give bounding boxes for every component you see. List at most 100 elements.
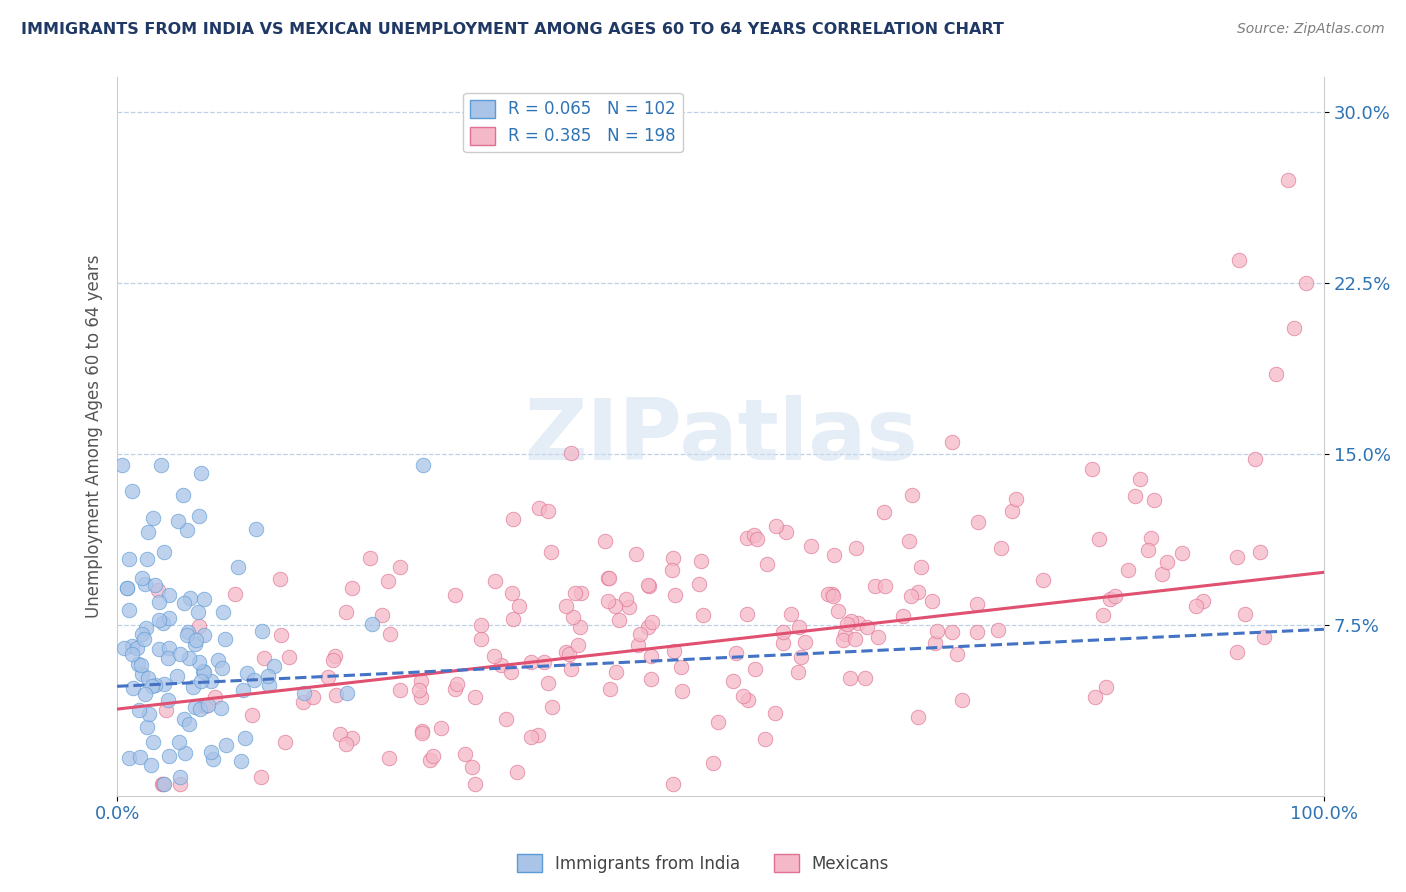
Point <box>520 655 543 669</box>
Point <box>529 501 551 516</box>
Point <box>335 737 357 751</box>
Point <box>240 707 263 722</box>
Point <box>207 652 229 666</box>
Point <box>143 678 166 692</box>
Point <box>966 598 988 612</box>
Point <box>143 578 166 592</box>
Point <box>637 578 659 592</box>
Point <box>671 684 693 698</box>
Point <box>598 571 620 585</box>
Point <box>323 649 346 664</box>
Point <box>131 667 153 681</box>
Point <box>927 624 949 638</box>
Point <box>921 594 943 608</box>
Point <box>340 581 363 595</box>
Point <box>150 777 173 791</box>
Point <box>721 674 744 689</box>
Point <box>839 614 862 628</box>
Point <box>1139 531 1161 545</box>
Point <box>742 527 765 541</box>
Point <box>252 624 274 638</box>
Point <box>821 587 844 601</box>
Point <box>537 504 560 518</box>
Point <box>508 599 530 614</box>
Point <box>121 647 143 661</box>
Point <box>800 539 823 553</box>
Point <box>233 731 256 745</box>
Point <box>118 552 141 566</box>
Point <box>772 636 794 650</box>
Point <box>838 671 860 685</box>
Text: Source: ZipAtlas.com: Source: ZipAtlas.com <box>1237 22 1385 37</box>
Point <box>946 647 969 661</box>
Point <box>735 607 758 622</box>
Point <box>1129 472 1152 486</box>
Point <box>1104 589 1126 603</box>
Point <box>725 646 748 660</box>
Point <box>115 581 138 595</box>
Point <box>900 590 922 604</box>
Legend: R = 0.065   N = 102, R = 0.385   N = 198: R = 0.065 N = 102, R = 0.385 N = 198 <box>464 93 683 152</box>
Point <box>661 564 683 578</box>
Point <box>853 671 876 685</box>
Point <box>191 664 214 678</box>
Point <box>823 548 845 562</box>
Point <box>627 638 650 652</box>
Point <box>229 754 252 768</box>
Point <box>1226 645 1249 659</box>
Point <box>1080 462 1102 476</box>
Point <box>134 687 156 701</box>
Point <box>669 660 692 674</box>
Point <box>787 619 810 633</box>
Point <box>169 777 191 791</box>
Point <box>202 751 225 765</box>
Point <box>603 599 626 613</box>
Point <box>157 611 180 625</box>
Point <box>617 600 640 615</box>
Point <box>1091 607 1114 622</box>
Point <box>1277 173 1299 187</box>
Point <box>662 777 685 791</box>
Point <box>278 650 301 665</box>
Point <box>200 673 222 688</box>
Point <box>564 586 586 600</box>
Point <box>141 758 163 772</box>
Point <box>359 550 381 565</box>
Text: IMMIGRANTS FROM INDIA VS MEXICAN UNEMPLOYMENT AMONG AGES 60 TO 64 YEARS CORRELAT: IMMIGRANTS FROM INDIA VS MEXICAN UNEMPLO… <box>21 22 1004 37</box>
Point <box>744 663 766 677</box>
Point <box>941 624 963 639</box>
Point <box>371 608 394 623</box>
Point <box>1152 566 1174 581</box>
Point <box>845 541 868 556</box>
Point <box>269 572 291 586</box>
Point <box>179 591 201 605</box>
Point <box>209 701 232 715</box>
Point <box>211 661 233 675</box>
Point <box>361 617 384 632</box>
Point <box>184 632 207 647</box>
Point <box>737 693 759 707</box>
Point <box>499 665 522 679</box>
Point <box>148 595 170 609</box>
Point <box>187 618 209 632</box>
Point <box>844 632 866 646</box>
Point <box>411 690 433 705</box>
Point <box>444 681 467 696</box>
Point <box>775 524 797 539</box>
Point <box>173 596 195 610</box>
Point <box>155 703 177 717</box>
Point <box>990 541 1012 555</box>
Point <box>846 616 869 631</box>
Point <box>907 710 929 724</box>
Point <box>1032 573 1054 587</box>
Point <box>464 690 486 705</box>
Point <box>463 777 485 791</box>
Point <box>599 682 621 697</box>
Point <box>624 547 647 561</box>
Point <box>745 532 768 546</box>
Point <box>200 745 222 759</box>
Point <box>910 560 932 574</box>
Point <box>316 670 339 684</box>
Point <box>188 702 211 716</box>
Point <box>193 665 215 679</box>
